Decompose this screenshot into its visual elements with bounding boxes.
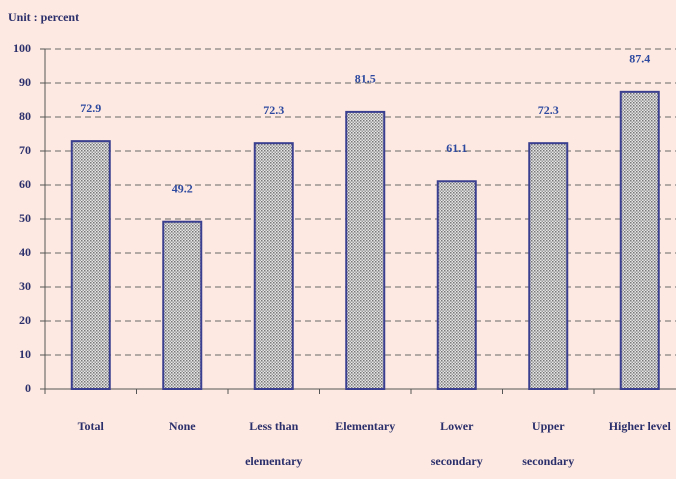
page: Unit : percent 0 10 20 30 40 50 60 70 80 90 100 72.… xyxy=(8,9,676,468)
y-tick-label: 50 xyxy=(19,211,31,225)
chart: Unit : percent 0 10 20 30 40 50 60 70 80 90 100 72.… xyxy=(8,10,676,395)
y-tick-label: 10 xyxy=(19,347,31,361)
bar xyxy=(619,90,660,390)
value-label: 81.5 xyxy=(355,72,376,86)
value-label: 49.2 xyxy=(172,181,193,195)
value-label: 61.1 xyxy=(446,141,467,155)
x-tick-label: Upper secondary xyxy=(522,419,575,468)
value-label: 72.3 xyxy=(263,103,284,117)
y-tick-label: 100 xyxy=(13,41,31,55)
y-tick-label: 60 xyxy=(19,177,31,191)
y-tick-label: 30 xyxy=(19,279,31,293)
bar xyxy=(162,220,203,390)
x-tick-label: Lower secondary xyxy=(430,419,483,468)
y-tick-label: 20 xyxy=(19,313,31,327)
x-tick-label: Elementary xyxy=(335,419,396,433)
y-tick-label: 90 xyxy=(19,75,31,89)
x-tick-label: Higher level xyxy=(608,419,671,433)
value-label: 87.4 xyxy=(629,52,650,66)
x-tick-label: Less than elementary xyxy=(245,419,303,468)
bar xyxy=(253,142,294,390)
x-tick-label: None xyxy=(168,419,196,433)
bar xyxy=(70,140,111,390)
y-tick-label: 40 xyxy=(19,245,31,259)
value-label: 72.9 xyxy=(80,101,101,115)
y-tick-label: 70 xyxy=(19,143,31,157)
value-label: 72.3 xyxy=(538,103,559,117)
y-tick-label: 80 xyxy=(19,109,31,123)
x-tick-label: Total xyxy=(77,419,104,433)
bar xyxy=(528,142,569,390)
bar xyxy=(436,180,477,390)
unit-label: Unit : percent xyxy=(8,10,79,24)
bar xyxy=(345,110,386,391)
y-tick-label: 0 xyxy=(25,381,31,395)
